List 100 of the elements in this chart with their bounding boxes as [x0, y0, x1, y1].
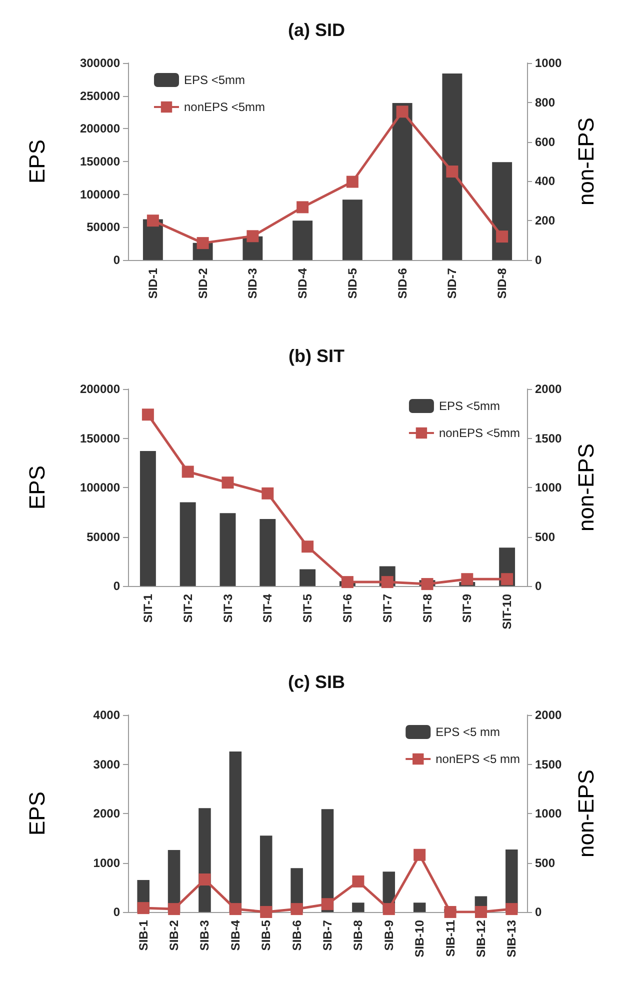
y-tick-label: 50000: [86, 220, 120, 234]
bar: [220, 513, 236, 586]
x-tick-label: SID-3: [246, 268, 260, 299]
point: [168, 903, 180, 916]
x-tick-label: SIT-9: [460, 594, 474, 623]
y2-tick-label: 2000: [535, 382, 562, 396]
point: [142, 408, 154, 421]
y2-tick-label: 400: [535, 174, 556, 188]
y-tick-label: 250000: [80, 88, 120, 103]
chart-title: (a) SID: [288, 20, 346, 40]
x-tick-label: SIT-10: [500, 594, 514, 630]
x-tick-label: SID-1: [146, 268, 160, 299]
bar: [180, 502, 196, 586]
y2-tick-label: 2000: [535, 708, 562, 722]
point: [290, 903, 303, 916]
point: [444, 906, 456, 918]
point: [196, 237, 209, 250]
chart-title: (b) SIT: [288, 346, 344, 366]
point: [341, 576, 354, 588]
y2-tick-label: 200: [535, 214, 556, 228]
x-tick-label: SIB-6: [290, 920, 304, 951]
x-tick-label: SIB-1: [136, 920, 150, 951]
point: [352, 875, 364, 888]
x-tick-label: SIT-1: [140, 594, 155, 623]
point: [296, 201, 309, 214]
y2-tick-label: 0: [535, 579, 542, 593]
y-tick-label: 100000: [80, 480, 120, 494]
bar: [492, 162, 512, 260]
legend-label: nonEPS <5mm: [184, 100, 266, 114]
y2-axis-title: non-EPS: [574, 117, 598, 206]
y-tick-label: 150000: [80, 431, 120, 446]
point: [421, 578, 434, 590]
y2-tick-label: 600: [535, 134, 556, 149]
x-tick-label: SIB-2: [167, 920, 182, 951]
y2-tick-label: 0: [535, 253, 542, 267]
point: [302, 540, 314, 553]
bar: [300, 569, 316, 586]
bar: [342, 200, 362, 260]
x-tick-label: SIB-9: [382, 920, 396, 951]
x-tick-label: SIB-3: [198, 920, 212, 951]
y-tick-label: 200000: [80, 122, 120, 136]
y2-axis-title: non-EPS: [574, 769, 598, 858]
point: [246, 230, 259, 242]
point: [229, 903, 242, 916]
bar: [413, 902, 426, 912]
y-tick-label: 0: [113, 253, 120, 267]
bar: [260, 519, 276, 586]
point: [182, 466, 194, 478]
point: [222, 476, 234, 489]
y2-tick-label: 1000: [535, 56, 562, 70]
point: [446, 166, 458, 178]
bar: [140, 451, 156, 586]
y-tick-label: 2000: [93, 806, 120, 820]
x-tick-label: SIB-12: [474, 920, 488, 958]
point: [346, 176, 358, 188]
point: [262, 487, 274, 500]
bar: [352, 902, 364, 912]
y2-axis-title: non-EPS: [574, 443, 598, 532]
bar: [392, 103, 412, 260]
y-tick-label: 3000: [93, 757, 120, 772]
point: [506, 903, 518, 916]
x-tick-label: SIB-11: [443, 920, 458, 957]
x-tick-label: SID-7: [445, 268, 460, 299]
point: [396, 106, 408, 118]
x-tick-label: SIT-5: [300, 594, 315, 623]
x-tick-label: SIB-13: [504, 920, 519, 958]
y-axis-title: EPS: [24, 791, 50, 836]
y-tick-label: 4000: [93, 708, 120, 722]
y2-tick-label: 800: [535, 95, 556, 110]
legend-label: EPS <5mm: [438, 399, 500, 413]
x-tick-label: SID-8: [495, 268, 510, 299]
point: [414, 848, 426, 861]
legend-label: nonEPS <5mm: [438, 426, 520, 440]
x-tick-label: SIB-10: [412, 920, 427, 958]
y-tick-label: 300000: [80, 56, 120, 70]
point: [322, 898, 334, 910]
y-axis-title: EPS: [24, 139, 50, 184]
y-tick-label: 1000: [93, 856, 120, 870]
y2-tick-label: 0: [535, 905, 542, 919]
x-tick-label: SIT-6: [340, 594, 354, 623]
x-tick-label: SIT-4: [260, 594, 275, 623]
x-tick-label: SID-2: [196, 268, 210, 299]
y-tick-label: 0: [113, 905, 120, 919]
x-tick-label: SIT-7: [380, 594, 394, 623]
x-tick-label: SIB-4: [228, 920, 242, 951]
y2-tick-label: 1000: [535, 806, 562, 820]
legend-label: EPS <5 mm: [436, 725, 500, 739]
chart-title: (c) SIB: [288, 672, 346, 692]
point: [496, 230, 508, 243]
x-tick-label: SIT-3: [220, 594, 235, 623]
x-tick-label: SID-5: [345, 268, 360, 299]
legend-label: nonEPS <5 mm: [436, 752, 520, 766]
point: [474, 906, 487, 918]
x-tick-label: SIT-2: [180, 594, 195, 623]
x-tick-label: SID-4: [296, 268, 310, 299]
point: [137, 902, 150, 914]
x-tick-label: SIB-5: [259, 920, 274, 951]
point: [146, 214, 159, 227]
y-tick-label: 200000: [80, 382, 120, 396]
x-tick-label: SIB-7: [320, 920, 334, 951]
